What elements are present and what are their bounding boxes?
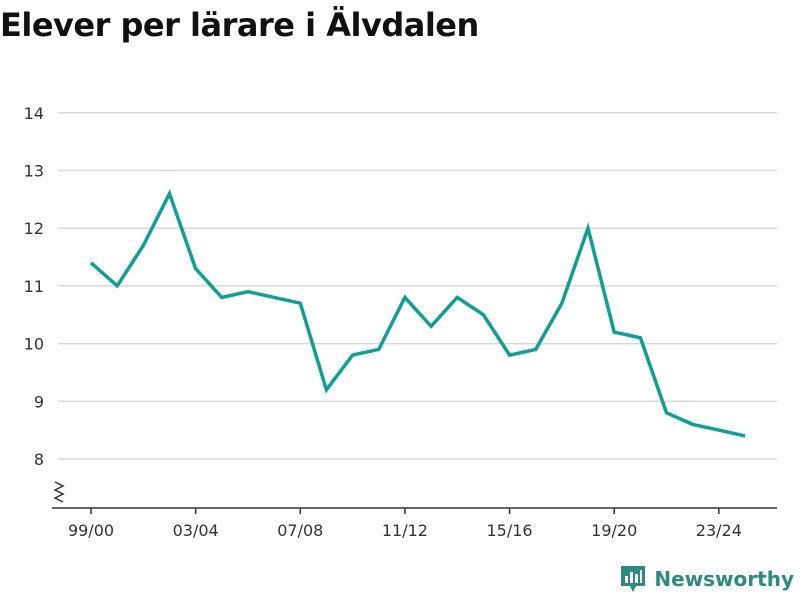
x-tick-label: 23/24 bbox=[696, 521, 742, 540]
x-tick-label: 99/00 bbox=[68, 521, 114, 540]
y-tick-label: 11 bbox=[24, 277, 44, 296]
bar-chart-icon bbox=[621, 566, 646, 592]
axis-break-icon bbox=[53, 481, 65, 503]
chart-title: Elever per lärare i Älvdalen bbox=[0, 6, 479, 44]
x-tick-label: 15/16 bbox=[487, 521, 533, 540]
y-tick-label: 12 bbox=[24, 219, 44, 238]
series-layer bbox=[89, 189, 746, 438]
y-tick-label: 8 bbox=[34, 450, 44, 469]
axes: 8 9 10 11 12 13 14 99/00 03/04 07/08 11/12 15/16 19/… bbox=[24, 104, 777, 540]
x-tick-label: 19/20 bbox=[591, 521, 637, 540]
x-tick-label: 03/04 bbox=[173, 521, 219, 540]
x-tick-label: 07/08 bbox=[277, 521, 323, 540]
y-tick-label: 13 bbox=[24, 162, 44, 181]
brand-logo[interactable]: Newsworthy bbox=[618, 564, 794, 594]
y-tick-label: 10 bbox=[24, 335, 44, 354]
y-tick-label: 9 bbox=[34, 392, 44, 411]
brand-name: Newsworthy bbox=[654, 567, 794, 591]
gridlines bbox=[58, 112, 777, 460]
series-line bbox=[89, 189, 746, 438]
x-tick-label: 11/12 bbox=[382, 521, 428, 540]
y-tick-label: 14 bbox=[24, 104, 44, 123]
